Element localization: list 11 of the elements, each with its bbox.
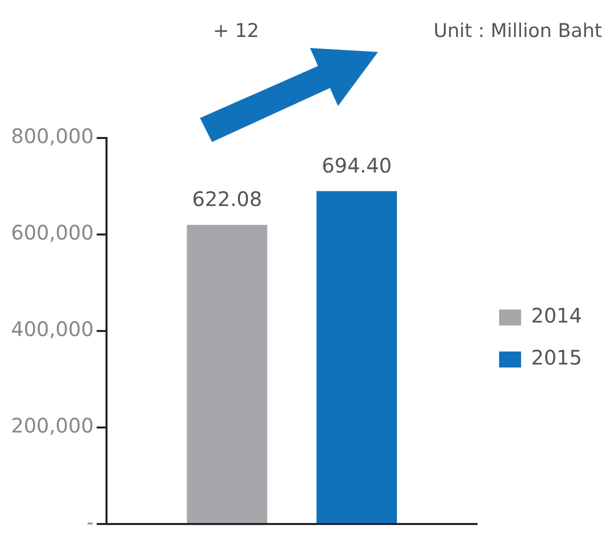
legend-label: 2015 xyxy=(531,346,582,370)
text: + 12 xyxy=(213,20,260,42)
y-tick-label: 200,000 xyxy=(10,414,94,438)
legend-label: 2014 xyxy=(531,304,582,328)
y-tick-label: 400,000 xyxy=(10,317,94,342)
annotation: 622.08 xyxy=(192,187,262,212)
y-tick-label: - xyxy=(86,510,94,534)
annotation: 694.40 xyxy=(322,153,392,178)
text: Unit : Million Baht xyxy=(433,20,602,42)
y-tick-label: 800,000 xyxy=(10,124,94,148)
y-tick-label: 600,000 xyxy=(10,220,94,245)
